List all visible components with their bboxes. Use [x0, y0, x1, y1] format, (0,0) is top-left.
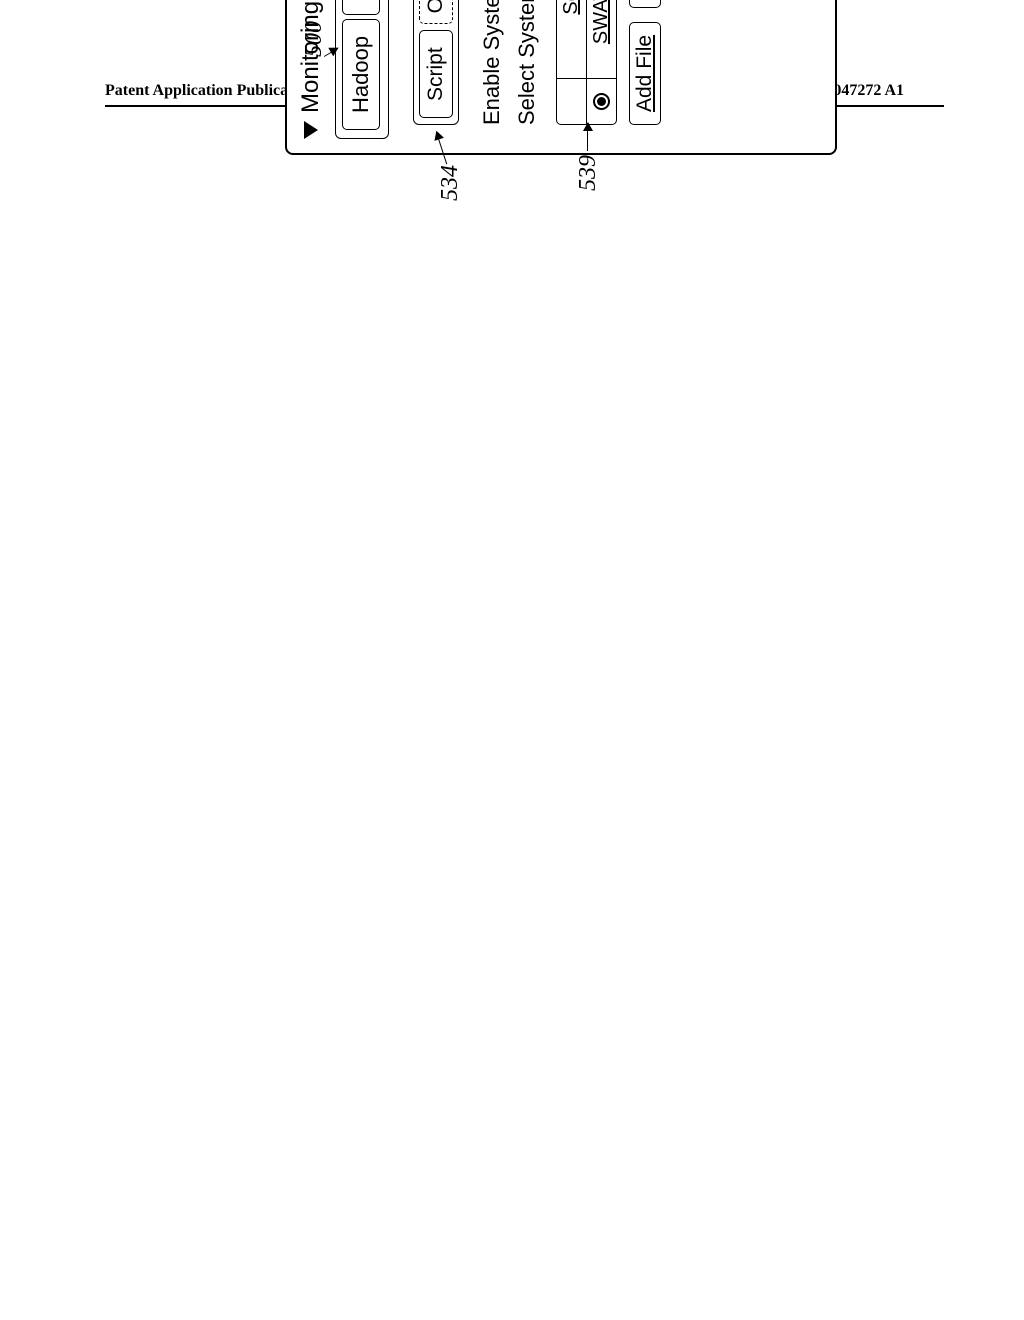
select-row: Select SystemTap Script: [514, 0, 540, 125]
row-radio[interactable] [593, 93, 610, 110]
ref-500: 500 [301, 21, 328, 57]
figure-caption: FIG. 28 [857, 0, 899, 155]
top-tab-bar: Hadoop Ganglia System Tap IO Time [335, 0, 389, 139]
subtab-script-label: Script [423, 41, 449, 107]
monitoring-panel: 214 Monitoring 500 502 504 506 Hadoop Ga… [285, 0, 837, 155]
row-radio-cell[interactable] [587, 78, 616, 124]
add-file-button[interactable]: Add File [629, 22, 661, 125]
sub-tab-bar: Script Options Disk I/O Network I/O Diag… [413, 0, 459, 125]
file-buttons-row: Add File Delete File Download File ◂— 54… [629, 0, 661, 125]
subtab-script[interactable]: Script [419, 30, 453, 118]
figure-container: 200 214 Monitoring 500 502 504 506 Hadoo… [285, 0, 899, 155]
chevron-down-icon [304, 121, 318, 139]
subtab-options[interactable]: Options [419, 0, 453, 24]
enable-label: Enable System Tap: [479, 0, 505, 125]
row-file: SWAT_IO.in.stp [587, 0, 616, 78]
tab-hadoop[interactable]: Hadoop [342, 19, 380, 130]
lead-539 [587, 123, 588, 151]
ref-534: 534 [437, 165, 464, 201]
ref-539: 539 [575, 155, 602, 191]
sub-tab-area: Script Options Disk I/O Network I/O Diag… [413, 0, 661, 125]
tab-ganglia[interactable]: Ganglia [342, 0, 380, 15]
table-row[interactable]: SWAT_IO.in.stp Network and Disk IO [587, 0, 616, 124]
enable-row: Enable System Tap: enabled disabled ◂— 5… [477, 0, 506, 125]
form-block: Enable System Tap: enabled disabled ◂— 5… [477, 0, 661, 125]
header-left: Patent Application Publication [105, 82, 315, 100]
select-label: Select SystemTap Script: [514, 0, 540, 125]
script-table: Script file Description SWAT_IO.in.stp N… [556, 0, 617, 125]
table-header-blank [557, 78, 586, 124]
lead-534 [436, 132, 447, 165]
table-header-file: Script file [557, 0, 586, 78]
delete-file-button[interactable]: Delete File [629, 0, 661, 8]
table-header-row: Script file Description [557, 0, 587, 124]
